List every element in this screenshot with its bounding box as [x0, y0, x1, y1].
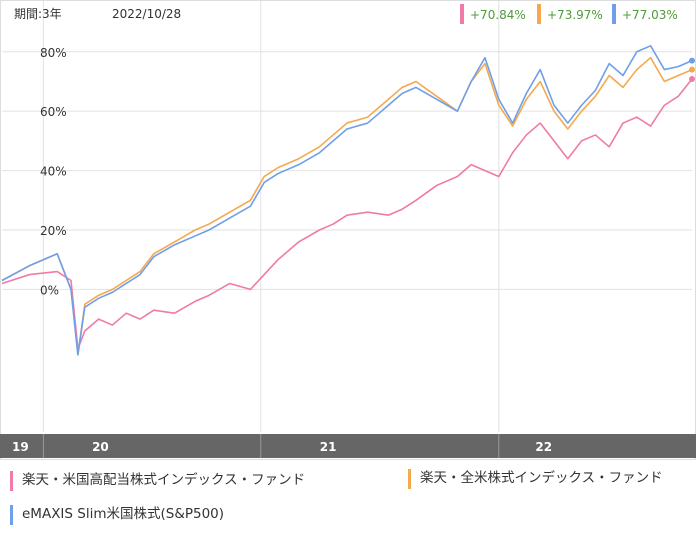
line-chart: 期間:3年 2022/10/28 +70.84% +73.97% +77.03% 0…	[0, 0, 696, 460]
series-line-2	[1, 45, 693, 356]
legend-swatch	[10, 471, 13, 491]
y-tick-label: 60%	[40, 105, 67, 119]
x-axis-band-bg	[0, 434, 696, 458]
legend-label: eMAXIS Slim米国株式(S&P500)	[22, 506, 225, 522]
y-axis-ticks: 0% 20% 40% 60% 80%	[40, 46, 67, 298]
y-tick-label: 40%	[40, 165, 67, 179]
grid	[0, 0, 696, 460]
series-lines	[1, 45, 695, 356]
return-swatch	[612, 4, 616, 24]
x-tick-label: 19	[12, 440, 29, 454]
legend-label: 楽天・全米株式インデックス・ファンド	[420, 470, 663, 486]
x-axis-band: 19 20 21 22	[0, 434, 696, 458]
x-tick-label: 22	[535, 440, 552, 454]
return-value: +70.84%	[470, 8, 526, 22]
chart-header: 期間:3年 2022/10/28	[14, 7, 181, 21]
period-label: 期間:3年	[14, 7, 62, 21]
legend-item-high-dividend: 楽天・米国高配当株式インデックス・ファンド	[10, 469, 305, 491]
series-line-1	[1, 56, 693, 356]
returns-badges: +70.84% +73.97% +77.03%	[460, 4, 678, 24]
y-tick-label: 80%	[40, 46, 67, 60]
return-swatch	[537, 4, 541, 24]
return-swatch	[460, 4, 464, 24]
legend-swatch	[408, 469, 411, 489]
x-tick-label: 21	[320, 440, 337, 454]
legend: 楽天・米国高配当株式インデックス・ファンド 楽天・全米株式インデックス・ファンド…	[0, 460, 696, 535]
chart-area: 期間:3年 2022/10/28 +70.84% +73.97% +77.03% 0…	[0, 0, 696, 460]
return-value: +77.03%	[622, 8, 678, 22]
legend-label: 楽天・米国高配当株式インデックス・ファンド	[22, 472, 306, 488]
legend-item-sp500: eMAXIS Slim米国株式(S&P500)	[10, 503, 224, 525]
date-label: 2022/10/28	[112, 7, 181, 21]
legend-swatch	[10, 505, 13, 525]
y-tick-label: 20%	[40, 224, 67, 238]
x-tick-label: 20	[92, 440, 109, 454]
series-end-point	[689, 57, 695, 64]
return-value: +73.97%	[547, 8, 603, 22]
y-tick-label: 0%	[40, 283, 59, 297]
series-end-point	[689, 66, 695, 73]
legend-item-total-market: 楽天・全米株式インデックス・ファンド	[408, 467, 663, 489]
series-end-point	[689, 75, 695, 82]
series-line-0	[1, 78, 693, 350]
